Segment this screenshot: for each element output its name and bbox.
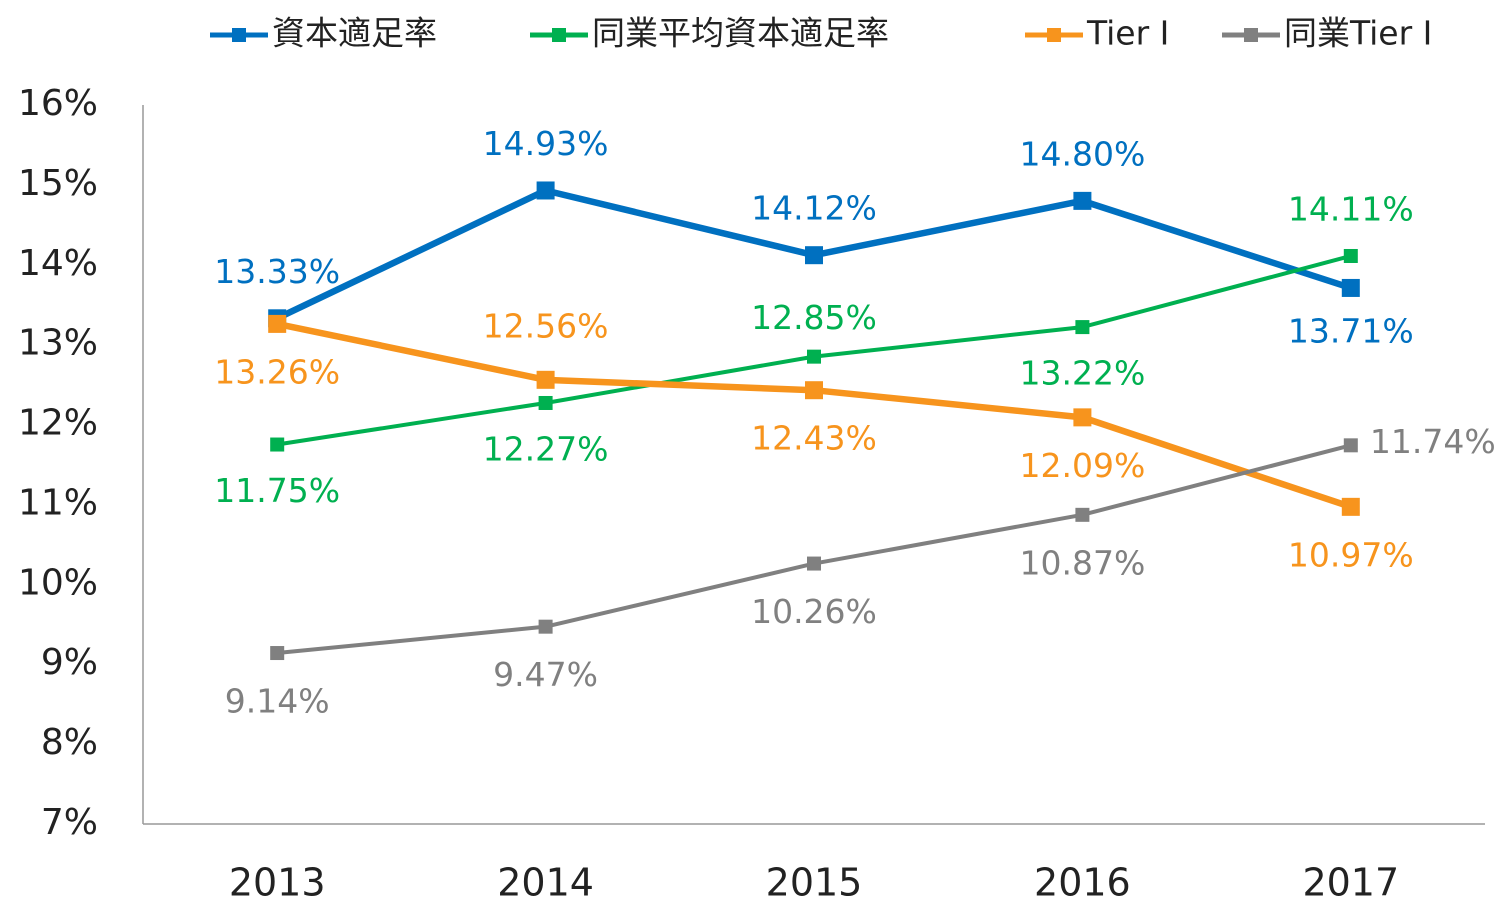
marker (805, 246, 823, 265)
x-tick-label: 2016 (1034, 861, 1131, 904)
y-tick-label: 10% (18, 562, 98, 603)
y-tick-label: 15% (18, 163, 98, 204)
x-tick-label: 2017 (1302, 861, 1399, 904)
data-label: 13.22% (1019, 354, 1145, 393)
data-label: 13.71% (1288, 311, 1414, 350)
marker (1341, 497, 1360, 516)
data-label: 13.33% (214, 252, 340, 291)
y-tick-label: 12% (18, 403, 98, 444)
marker (807, 556, 821, 571)
marker (1075, 320, 1090, 335)
y-tick-label: 8% (41, 722, 98, 763)
y-tick-label: 7% (41, 802, 98, 843)
marker (1341, 278, 1360, 297)
marker (1073, 191, 1092, 210)
marker (268, 314, 287, 333)
marker (1343, 438, 1358, 453)
data-label: 13.26% (214, 352, 340, 391)
data-label: 14.93% (483, 124, 609, 163)
data-label: 11.74% (1370, 422, 1496, 461)
data-label: 12.43% (751, 419, 877, 458)
legend-marker (1047, 28, 1061, 42)
marker (1075, 507, 1090, 522)
data-label: 9.14% (225, 682, 330, 721)
y-tick-label: 13% (18, 323, 98, 364)
y-tick-label: 14% (18, 243, 98, 284)
x-tick-label: 2013 (229, 861, 326, 904)
data-label: 9.47% (493, 655, 598, 694)
legend-label: Tier I (1086, 14, 1169, 53)
legend-marker (552, 28, 566, 42)
data-label: 12.27% (483, 429, 609, 468)
legend-label: 資本適足率 (272, 14, 437, 53)
data-label: 10.26% (751, 592, 877, 631)
y-tick-label: 11% (18, 482, 98, 523)
x-tick-label: 2015 (766, 861, 863, 904)
data-label: 14.80% (1019, 134, 1145, 173)
marker (805, 381, 823, 400)
x-tick-label: 2014 (497, 861, 594, 904)
data-label: 10.87% (1019, 543, 1145, 582)
marker (1343, 248, 1358, 263)
marker (538, 395, 553, 410)
legend-marker (232, 28, 246, 42)
y-tick-label: 16% (18, 83, 98, 124)
marker (538, 619, 553, 634)
legend-label: 同業平均資本適足率 (592, 14, 889, 53)
marker (807, 349, 821, 364)
data-label: 11.75% (214, 471, 340, 510)
data-label: 14.12% (751, 189, 877, 228)
data-label: 10.97% (1288, 535, 1414, 574)
data-label: 12.56% (483, 306, 609, 345)
legend-label: 同業Tier I (1284, 14, 1432, 53)
marker (270, 437, 285, 452)
data-label: 12.09% (1019, 446, 1145, 485)
legend-marker (1244, 28, 1258, 42)
data-label: 12.85% (751, 298, 877, 337)
data-label: 14.11% (1288, 189, 1414, 228)
marker (536, 370, 555, 389)
y-tick-label: 9% (41, 642, 98, 683)
marker (1073, 408, 1092, 427)
marker (536, 181, 555, 200)
marker (270, 646, 285, 661)
